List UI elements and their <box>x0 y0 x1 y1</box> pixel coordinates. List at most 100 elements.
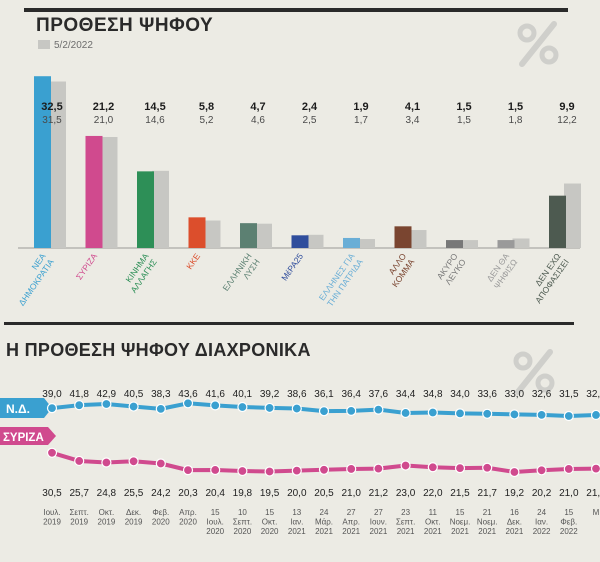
x-tick-label: Σεπτ.2019 <box>69 508 88 527</box>
data-label-nd: 34,8 <box>423 389 443 400</box>
data-label-nd: 43,6 <box>178 389 198 400</box>
data-label-syriza: 21,0 <box>559 488 579 499</box>
percent-icon-slash <box>519 21 557 67</box>
x-tick-label-line: Ιουν. <box>370 518 387 527</box>
x-tick-label: Ιουλ.2019 <box>43 508 61 527</box>
bar <box>291 235 309 248</box>
bar-value-label: 2,4 <box>302 101 318 113</box>
series-point-syriza <box>454 462 466 474</box>
x-tick-label-line: Δεκ. <box>507 518 522 527</box>
x-tick-label-line: 2021 <box>478 527 496 536</box>
series-point-nd <box>454 408 466 419</box>
bar-value-label: 1,5 <box>456 101 471 113</box>
series-point-syriza <box>101 457 112 468</box>
bar-prev <box>306 234 324 248</box>
series-point-nd <box>264 402 275 414</box>
bar-prev-value-label: 1,7 <box>354 115 368 126</box>
data-label-nd: 37,6 <box>369 389 389 400</box>
legend-swatch <box>38 40 50 49</box>
x-tick-label-line: 10 <box>238 508 247 517</box>
data-label-syriza: 24,2 <box>151 488 171 499</box>
bar-value-label: 32,5 <box>41 101 62 113</box>
data-label-nd: 41,8 <box>69 389 89 400</box>
x-tick-label-line: 2021 <box>288 527 306 536</box>
series-tag-syriza <box>0 427 56 445</box>
data-label-syriza: 21,2 <box>586 488 600 499</box>
bar <box>188 217 206 248</box>
data-label-syriza: 22,0 <box>423 488 443 499</box>
data-label-syriza: 30,5 <box>42 488 62 499</box>
series-point-nd <box>509 409 520 420</box>
bar <box>549 195 566 248</box>
x-tick-label-line: 2019 <box>98 518 116 527</box>
series-point-syriza <box>373 463 384 474</box>
bar <box>240 223 257 248</box>
series-point-syriza <box>482 462 493 473</box>
series-point-syriza <box>590 463 600 474</box>
x-tick-label-line: 2020 <box>179 518 197 527</box>
data-label-nd: 31,5 <box>559 389 579 400</box>
bar-value-label: 1,5 <box>508 101 523 113</box>
percent-icon-slash <box>515 349 553 395</box>
percent-icon <box>517 21 559 67</box>
data-label-nd: 39,0 <box>42 389 62 400</box>
x-tick-label-line: 2020 <box>206 527 224 536</box>
x-tick-label-line: 2020 <box>261 527 279 536</box>
x-tick-label: Δεκ.2019 <box>125 508 143 527</box>
bar-prev-value-label: 4,6 <box>251 115 265 126</box>
data-label-syriza: 20,3 <box>178 488 198 499</box>
x-tick-label-line: Σεπτ. <box>396 518 415 527</box>
data-label-syriza: 20,5 <box>314 488 334 499</box>
data-label-nd: 32,6 <box>532 389 552 400</box>
data-label-nd: 41,6 <box>205 389 225 400</box>
bar <box>137 171 154 248</box>
series-point-syriza <box>128 456 139 467</box>
x-tick-label-line: 2021 <box>506 527 524 536</box>
x-tick-label-line: 2019 <box>125 518 143 527</box>
data-label-syriza: 19,8 <box>233 488 253 499</box>
x-tick-label-line: Οκτ. <box>425 518 441 527</box>
x-tick-label-line: 16 <box>510 508 519 517</box>
x-tick-label-line: Φεβ. <box>152 508 169 517</box>
bar-prev <box>409 230 427 248</box>
x-tick-label: Μ <box>593 508 600 517</box>
x-tick-label-line: 24 <box>537 508 546 517</box>
x-tick-label-line: Νοεμ. <box>450 518 471 527</box>
x-tick-label-line: Ιουλ. <box>207 518 224 527</box>
line-chart-title: Η ΠΡΟΘΕΣΗ ΨΗΦΟΥ ΔΙΑΧΡΟΝΙΚΑ <box>6 340 311 360</box>
bar <box>34 76 51 248</box>
bar-prev <box>203 220 221 248</box>
series-point-nd <box>536 409 547 420</box>
series-point-syriza <box>291 465 302 476</box>
x-tick-label-line: Σεπτ. <box>233 518 252 527</box>
x-tick-label-line: 2021 <box>397 527 415 536</box>
series-point-nd <box>482 408 493 419</box>
data-label-syriza: 23,0 <box>396 488 416 499</box>
series-point-syriza <box>46 447 58 458</box>
bar-prev-value-label: 12,2 <box>557 115 577 126</box>
category-label-line: ΜέΡΑ25 <box>279 251 305 282</box>
bar-prev-value-label: 1,5 <box>457 115 471 126</box>
x-tick-label-line: Απρ. <box>179 508 197 517</box>
bar-value-label: 1,9 <box>353 101 368 113</box>
x-tick-label-line: 11 <box>429 508 438 517</box>
x-tick-label-line: 13 <box>292 508 301 517</box>
x-tick-label-line: Ιαν. <box>535 518 548 527</box>
percent-icon-ring <box>517 23 537 43</box>
data-label-syriza: 21,2 <box>369 488 389 499</box>
data-label-nd: 32,5 <box>586 389 600 400</box>
x-tick-label-line: 23 <box>401 508 410 517</box>
data-label-nd: 38,3 <box>151 389 171 400</box>
series-point-nd <box>128 401 139 412</box>
bar-prev <box>255 223 272 248</box>
